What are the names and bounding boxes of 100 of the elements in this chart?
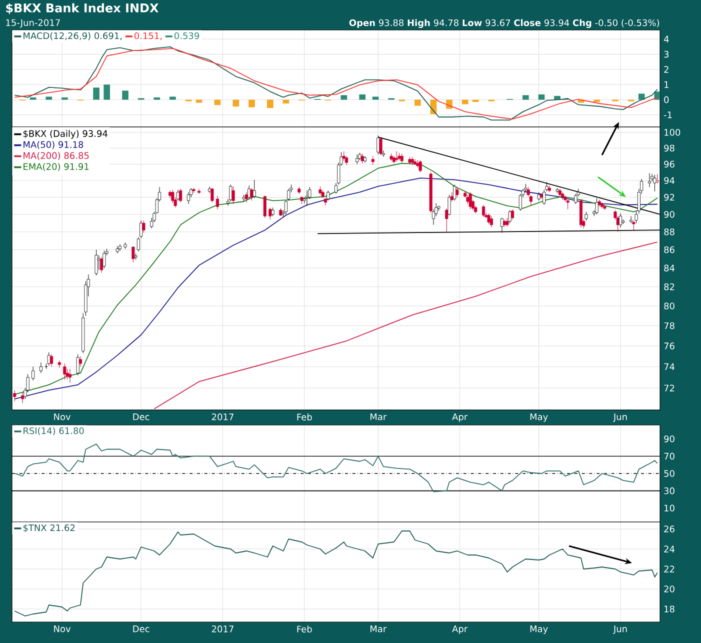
- bar: [196, 100, 202, 103]
- candlestick: [542, 189, 546, 206]
- candlestick: [326, 190, 330, 201]
- candlestick: [356, 154, 359, 164]
- y-tick-label: 50: [664, 470, 674, 477]
- candlestick: [418, 160, 422, 173]
- candlestick: [566, 200, 570, 210]
- y-tick-label: 98: [664, 144, 674, 152]
- line-series: [14, 530, 658, 616]
- y-tick-label: 80: [664, 302, 674, 310]
- y-tick-label: 20: [664, 586, 674, 592]
- candlestick: [630, 216, 633, 224]
- bar: [372, 96, 379, 100]
- candlestick: [229, 184, 232, 202]
- candlestick: [508, 210, 512, 224]
- x-tick-label: Apr: [452, 626, 468, 634]
- bar: [414, 100, 421, 106]
- candlestick: [186, 192, 190, 204]
- y-tick-label: 4: [664, 36, 669, 42]
- x-tick-label: Feb: [297, 413, 312, 420]
- y-tick-label: 82: [664, 283, 674, 290]
- candlestick: [453, 184, 456, 201]
- y-tick-label: 90: [664, 435, 674, 442]
- x-tick-label: Mar: [370, 413, 387, 420]
- y-tick-label: 76: [664, 342, 674, 350]
- y-tick-label: 18: [664, 606, 674, 612]
- candlestick: [306, 190, 309, 206]
- y-tick-label: 94: [664, 177, 674, 184]
- candlestick: [632, 220, 636, 230]
- y-tick-label: 70: [664, 452, 674, 460]
- y-tick-label: 74: [664, 363, 674, 370]
- y-tick-label: 72: [664, 384, 674, 392]
- y-tick-label: 90: [664, 210, 674, 218]
- candlestick: [268, 207, 272, 220]
- candlestick: [32, 366, 35, 381]
- bar: [538, 94, 545, 100]
- candlestick: [63, 363, 66, 380]
- legend-label: 0.151,: [134, 32, 162, 40]
- text: Open 93.88 High 94.78 Low 93.67 Close 93.94 Chg -0.50 (-0.53%): [349, 19, 660, 28]
- candlestick: [360, 153, 364, 164]
- x-tick-label: May: [530, 626, 548, 634]
- y-tick-label: 2: [664, 66, 668, 73]
- legend-label: RSI(14) 61.80: [24, 427, 84, 436]
- candlestick: [379, 138, 382, 156]
- y-tick-label: 88: [664, 228, 674, 236]
- y-tick-label: 96: [664, 160, 674, 168]
- candlestick: [179, 188, 182, 203]
- candlestick: [102, 250, 106, 268]
- y-tick-label: 78: [664, 322, 674, 330]
- x-tick-label: Mar: [370, 626, 387, 632]
- bar: [266, 100, 274, 108]
- candlestick: [171, 189, 174, 204]
- y-tick-label: 22: [664, 566, 674, 572]
- x-tick-label: May: [530, 413, 548, 422]
- candlestick: [252, 179, 256, 198]
- bar: [46, 96, 52, 100]
- candlestick: [232, 186, 235, 204]
- candlestick: [450, 192, 454, 202]
- candlestick: [39, 362, 42, 374]
- y-tick-label: 10: [664, 504, 674, 512]
- candlestick: [445, 208, 448, 232]
- candlestick: [510, 208, 514, 220]
- candlestick: [78, 356, 82, 367]
- legend-label: $TNX 21.62: [23, 524, 75, 532]
- candlestick: [468, 192, 472, 210]
- candlestick: [50, 354, 54, 367]
- bar: [340, 95, 348, 100]
- bar: [104, 84, 110, 100]
- candlestick: [118, 244, 122, 251]
- legend-label: EMA(20) 91.91: [24, 163, 89, 172]
- bar: [462, 100, 468, 104]
- bar: [170, 96, 176, 100]
- y-tick-label: 84: [664, 264, 674, 272]
- bar: [282, 100, 290, 104]
- chart-title: $BKX Bank Index INDX: [6, 3, 158, 14]
- candlestick: [136, 236, 140, 252]
- candlestick: [47, 352, 50, 366]
- candlestick: [132, 246, 135, 263]
- candlestick: [487, 213, 490, 224]
- candlestick: [198, 188, 201, 194]
- bar: [232, 100, 240, 107]
- y-tick-label: 0: [664, 96, 669, 104]
- candlestick: [648, 172, 651, 188]
- y-tick-label: 86: [664, 246, 674, 254]
- line-series: [154, 242, 658, 410]
- candlestick: [68, 368, 72, 383]
- candlestick: [142, 220, 146, 233]
- candlestick: [13, 390, 16, 402]
- candlestick: [263, 195, 266, 218]
- legend-label: 0.539: [174, 32, 200, 40]
- bar: [154, 97, 160, 100]
- legend-label: $BKX (Daily) 93.94: [23, 130, 108, 139]
- candlestick: [21, 392, 24, 404]
- y-tick-label: 92: [664, 194, 674, 201]
- x-tick-label: 2017: [212, 626, 234, 632]
- candlestick: [94, 250, 98, 276]
- candlestick: [76, 354, 80, 376]
- candlestick: [448, 194, 451, 216]
- candlestick: [210, 188, 214, 203]
- legend-label: MACD(12,26,9) 0.691,: [24, 32, 122, 40]
